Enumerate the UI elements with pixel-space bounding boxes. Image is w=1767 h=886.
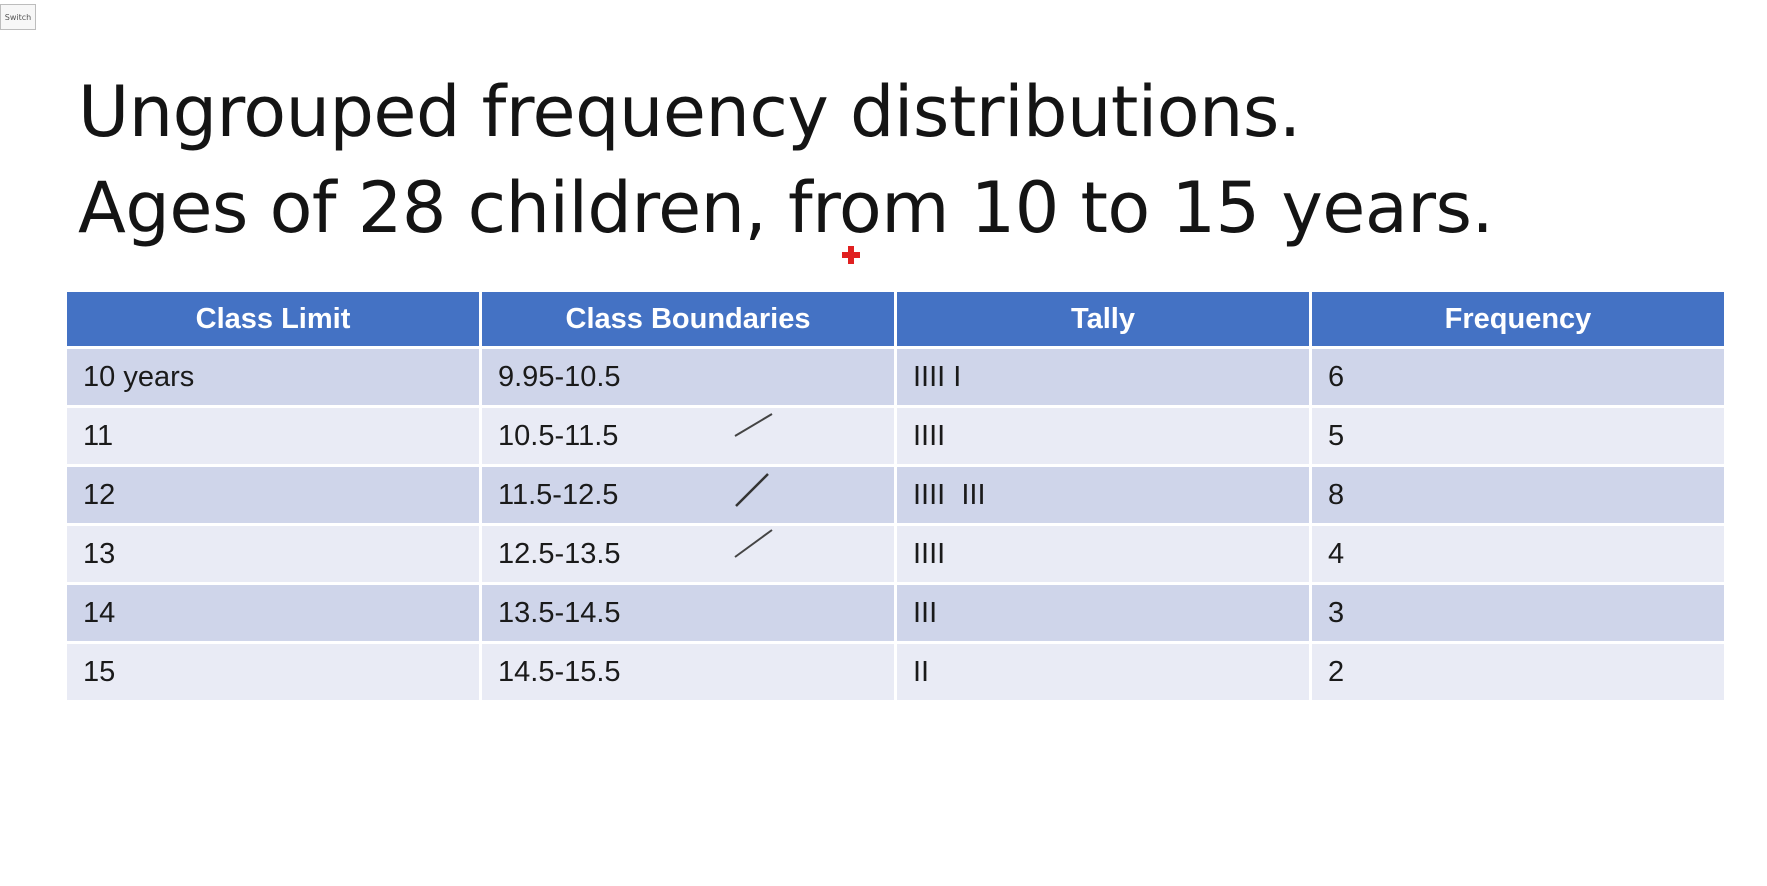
class-boundaries-cell: 9.95-10.5 — [479, 346, 897, 408]
tally-cell: III — [894, 582, 1312, 644]
class-limit-cell: 11 — [64, 405, 482, 467]
table-row: 10 years 9.95-10.5 IIII I 6 — [64, 346, 1727, 408]
title-line-1: Ungrouped frequency distributions. — [78, 71, 1301, 153]
table-row: 15 14.5-15.5 II 2 — [64, 641, 1727, 703]
frequency-cell: 5 — [1309, 405, 1727, 467]
frequency-cell: 6 — [1309, 346, 1727, 408]
class-limit-cell: 12 — [64, 464, 482, 526]
table-header-row: Class Limit Class Boundaries Tally Frequ… — [64, 289, 1727, 349]
class-boundaries-cell: 11.5-12.5 — [479, 464, 897, 526]
title-line-2: Ages of 28 children, from 10 to 15 years… — [78, 167, 1494, 249]
header-frequency: Frequency — [1309, 289, 1727, 349]
frequency-table: Class Limit Class Boundaries Tally Frequ… — [64, 289, 1727, 703]
tally-cell: IIII — [894, 523, 1312, 585]
table-row: 11 10.5-11.5 IIII 5 — [64, 405, 1727, 467]
tally-cell: IIII III — [894, 464, 1312, 526]
class-boundaries-cell: 13.5-14.5 — [479, 582, 897, 644]
table-row: 14 13.5-14.5 III 3 — [64, 582, 1727, 644]
class-limit-cell: 10 years — [64, 346, 482, 408]
tally-cell: II — [894, 641, 1312, 703]
table-row: 13 12.5-13.5 IIII 4 — [64, 523, 1727, 585]
class-limit-cell: 14 — [64, 582, 482, 644]
class-boundaries-cell: 10.5-11.5 — [479, 405, 897, 467]
header-tally: Tally — [894, 289, 1312, 349]
table-row: 12 11.5-12.5 IIII III 8 — [64, 464, 1727, 526]
class-boundaries-cell: 14.5-15.5 — [479, 641, 897, 703]
tally-cell: IIII — [894, 405, 1312, 467]
slide-title: Ungrouped frequency distributions. Ages … — [78, 64, 1494, 256]
switch-button[interactable]: Switch — [0, 4, 36, 30]
header-class-boundaries: Class Boundaries — [479, 289, 897, 349]
frequency-cell: 8 — [1309, 464, 1727, 526]
class-boundaries-cell: 12.5-13.5 — [479, 523, 897, 585]
tally-cell: IIII I — [894, 346, 1312, 408]
header-class-limit: Class Limit — [64, 289, 482, 349]
frequency-cell: 4 — [1309, 523, 1727, 585]
frequency-cell: 2 — [1309, 641, 1727, 703]
laser-pointer-icon — [842, 246, 860, 264]
class-limit-cell: 15 — [64, 641, 482, 703]
class-limit-cell: 13 — [64, 523, 482, 585]
frequency-cell: 3 — [1309, 582, 1727, 644]
